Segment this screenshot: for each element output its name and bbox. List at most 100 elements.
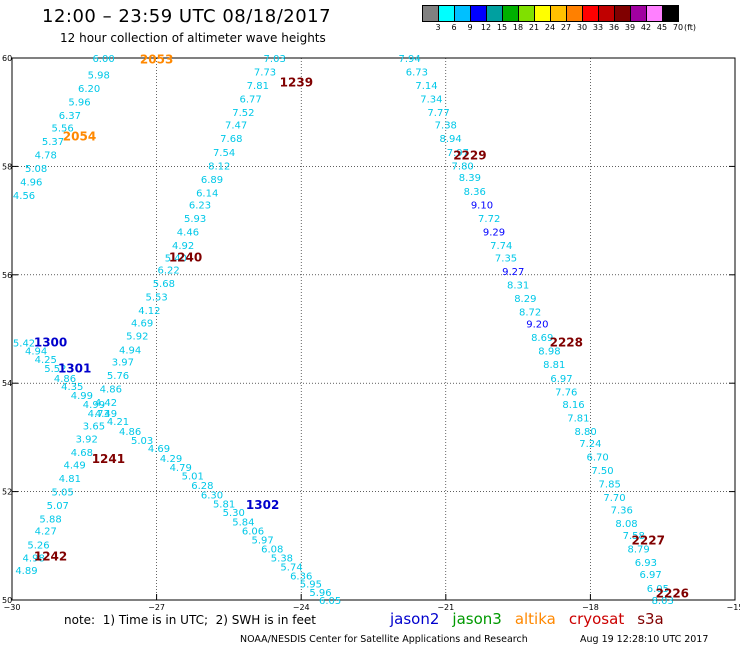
wave-height-value: 8.31 bbox=[507, 281, 529, 292]
wave-height-value: 5.81 bbox=[213, 500, 235, 511]
page-title: 12:00 – 23:59 UTC 08/18/2017 bbox=[42, 6, 332, 27]
wave-height-value: 6.00 bbox=[92, 54, 114, 65]
wave-height-value: 4.89 bbox=[15, 566, 37, 577]
lat-label: 60 bbox=[2, 54, 12, 63]
wave-height-value: 7.24 bbox=[579, 439, 601, 450]
wave-height-value: 7.54 bbox=[213, 148, 235, 159]
wave-height-value: 7.68 bbox=[220, 134, 242, 145]
lat-label: 58 bbox=[2, 162, 12, 171]
wave-height-value: 7.70 bbox=[603, 493, 625, 504]
wave-height-value: 6.14 bbox=[196, 188, 218, 199]
wave-height-value: 7.52 bbox=[232, 108, 254, 119]
wave-height-value: 6.37 bbox=[59, 111, 81, 122]
wave-height-value: 4.12 bbox=[138, 306, 160, 317]
wave-height-value: 6.93 bbox=[635, 558, 657, 569]
color-scale-label: 21 bbox=[528, 23, 540, 32]
lat-label: 56 bbox=[2, 271, 12, 280]
wave-height-value: 5.38 bbox=[271, 554, 293, 565]
wave-height-value: 5.26 bbox=[27, 541, 49, 552]
satellite-legend: jason2 jason3 altika cryosat s3a bbox=[390, 610, 677, 628]
legend-jason2: jason2 bbox=[390, 610, 440, 628]
generated-timestamp: Aug 19 12:28:10 UTC 2017 bbox=[580, 634, 709, 645]
wave-height-value: 5.88 bbox=[39, 515, 61, 526]
wave-height-value: 5.96 bbox=[309, 588, 331, 599]
wave-height-value: 5.93 bbox=[184, 214, 206, 225]
wave-height-value: 4.29 bbox=[160, 454, 182, 465]
pass-label: 2226 bbox=[656, 586, 689, 600]
wave-height-value: 6.36 bbox=[290, 572, 312, 583]
wave-height-value: 8.72 bbox=[519, 308, 541, 319]
lat-label: 50 bbox=[2, 596, 12, 605]
legend-cryosat: cryosat bbox=[568, 610, 625, 628]
wave-height-value: 7.81 bbox=[247, 81, 269, 92]
wave-height-value: 6.30 bbox=[201, 490, 223, 501]
color-scale-label: 45 bbox=[656, 23, 668, 32]
wave-height-value: 4.73 bbox=[88, 409, 110, 420]
wave-height-value: 4.49 bbox=[95, 409, 117, 420]
wave-height-value: 4.21 bbox=[107, 417, 129, 428]
wave-height-value: 9.10 bbox=[471, 200, 493, 211]
wave-height-value: 5.95 bbox=[300, 580, 322, 591]
wave-height-value: 5.37 bbox=[42, 137, 64, 148]
color-scale-unit: (ft) bbox=[683, 23, 697, 32]
wave-height-value: 6.70 bbox=[586, 452, 608, 463]
wave-height-value: 4.81 bbox=[59, 474, 81, 485]
pass-label: 1240 bbox=[169, 250, 202, 264]
wave-height-value: 5.76 bbox=[107, 371, 129, 382]
color-scale-label: 70 bbox=[672, 23, 684, 32]
wave-height-value: 5.84 bbox=[232, 517, 254, 528]
wave-height-value: 8.79 bbox=[627, 545, 649, 556]
lon-label: −21 bbox=[437, 603, 454, 610]
wave-height-value: 5.03 bbox=[131, 436, 153, 447]
pass-label: 1239 bbox=[280, 75, 313, 89]
wave-height-value: 4.99 bbox=[83, 400, 105, 411]
pass-label: 1241 bbox=[92, 452, 125, 466]
wave-height-value: 4.46 bbox=[177, 227, 199, 238]
wave-height-value: 4.69 bbox=[131, 318, 153, 329]
wave-height-value: 7.80 bbox=[452, 161, 474, 172]
color-scale-label: 18 bbox=[512, 23, 524, 32]
wave-height-value: 5.97 bbox=[252, 535, 274, 546]
wave-height-map: 60 58 56 54 52 50−30 −27 −24 −21 −18 −15 6.00 5.98 6.… bbox=[2, 53, 740, 610]
credit-text: NOAA/NESDIS Center for Satellite Applica… bbox=[240, 634, 528, 645]
pass-label: 2229 bbox=[453, 149, 486, 163]
wave-height-value: 5.07 bbox=[47, 501, 69, 512]
page-subtitle: 12 hour collection of altimeter wave hei… bbox=[60, 31, 326, 45]
color-scale-label: 24 bbox=[544, 23, 556, 32]
wave-height-value: 6.08 bbox=[261, 545, 283, 556]
wave-height-value: 8.80 bbox=[574, 427, 596, 438]
color-scale-label: 12 bbox=[480, 23, 492, 32]
color-scale-label: 27 bbox=[560, 23, 572, 32]
color-scale-bar bbox=[422, 5, 679, 22]
pass-label: 1242 bbox=[34, 550, 67, 564]
wave-height-value: 5.53 bbox=[145, 292, 167, 303]
wave-height-value: 7.76 bbox=[555, 387, 577, 398]
wave-height-value: 8.29 bbox=[514, 294, 536, 305]
wave-height-value: 4.94 bbox=[119, 346, 141, 357]
wave-height-value: 6.97 bbox=[550, 374, 572, 385]
color-scale-label: 6 bbox=[451, 23, 457, 32]
wave-height-value: 6.05 bbox=[319, 596, 341, 607]
legend-jason3: jason3 bbox=[452, 610, 502, 628]
wave-height-value: 8.16 bbox=[562, 400, 584, 411]
wave-height-value: 4.99 bbox=[71, 391, 93, 402]
pass-label: 2054 bbox=[63, 130, 96, 144]
wave-height-value: 8.98 bbox=[538, 347, 560, 358]
wave-height-value: 7.72 bbox=[478, 214, 500, 225]
wave-height-value: 8.03 bbox=[652, 596, 674, 607]
wave-height-value: 4.35 bbox=[61, 382, 83, 393]
wave-height-value: 9.20 bbox=[526, 320, 548, 331]
legend-altika: altika bbox=[514, 610, 556, 628]
color-scale-label: 30 bbox=[576, 23, 588, 32]
wave-height-value: 4.69 bbox=[148, 444, 170, 455]
wave-height-value: 4.78 bbox=[35, 150, 57, 161]
legend-s3a: s3a bbox=[637, 610, 664, 628]
lat-label: 54 bbox=[2, 379, 12, 388]
wave-height-value: 4.56 bbox=[13, 191, 35, 202]
wave-height-value: 7.35 bbox=[495, 253, 517, 264]
lon-label: −30 bbox=[4, 603, 21, 610]
wave-height-value: 3.92 bbox=[76, 434, 98, 445]
wave-height-value: 4.92 bbox=[172, 241, 194, 252]
color-scale-label: 15 bbox=[496, 23, 508, 32]
color-scale-label: 36 bbox=[608, 23, 620, 32]
